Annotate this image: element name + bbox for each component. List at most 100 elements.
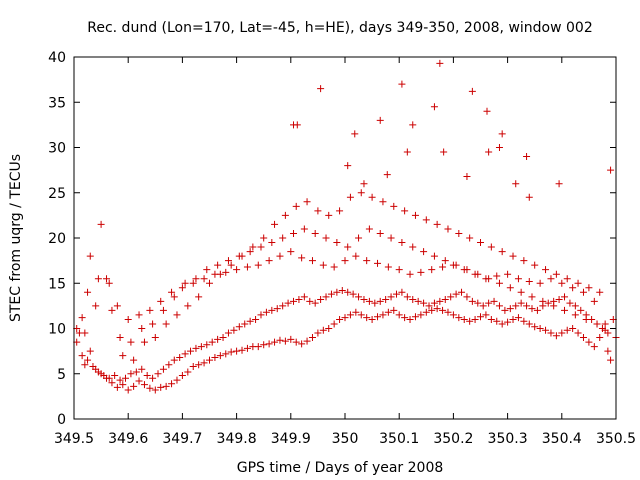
- data-point: [363, 257, 371, 265]
- data-point: [252, 315, 260, 323]
- data-point: [501, 306, 509, 314]
- data-point: [336, 207, 344, 215]
- data-point: [300, 293, 308, 301]
- data-point: [596, 288, 604, 296]
- data-point: [390, 306, 398, 314]
- data-point: [607, 356, 615, 364]
- data-point: [430, 103, 438, 111]
- data-point: [130, 356, 138, 364]
- data-point: [86, 347, 94, 355]
- data-point: [392, 290, 400, 298]
- data-point: [420, 299, 428, 307]
- y-tick-label: 15: [48, 276, 66, 292]
- data-point: [314, 329, 322, 337]
- data-point: [325, 211, 333, 219]
- data-point: [563, 326, 571, 334]
- data-point: [398, 239, 406, 247]
- data-point: [495, 279, 503, 287]
- data-point: [439, 263, 447, 271]
- data-point: [585, 284, 593, 292]
- data-point: [525, 320, 533, 328]
- y-axis-label: STEC from uqrg / TECUs: [8, 154, 24, 322]
- data-point: [173, 311, 181, 319]
- data-point: [463, 172, 471, 180]
- data-point: [579, 288, 587, 296]
- data-point: [184, 368, 192, 376]
- data-point: [227, 348, 235, 356]
- data-point: [490, 297, 498, 305]
- data-point: [268, 306, 276, 314]
- data-point: [124, 315, 132, 323]
- data-point: [135, 311, 143, 319]
- data-points: [73, 59, 620, 394]
- data-point: [200, 275, 208, 283]
- data-point: [379, 311, 387, 319]
- data-point: [525, 193, 533, 201]
- data-point: [406, 315, 414, 323]
- data-point: [281, 211, 289, 219]
- data-point: [433, 305, 441, 313]
- data-point: [533, 306, 541, 314]
- data-point: [447, 293, 455, 301]
- data-point: [311, 229, 319, 237]
- data-point: [495, 144, 503, 151]
- data-point: [219, 334, 227, 342]
- data-point: [430, 252, 438, 260]
- data-point: [558, 279, 566, 287]
- chart-title: Rec. dund (Lon=170, Lat=-45, h=HE), days…: [87, 20, 593, 36]
- data-point: [140, 338, 148, 346]
- data-point: [154, 370, 162, 378]
- data-point: [363, 314, 371, 322]
- data-point: [119, 352, 127, 360]
- data-point: [517, 299, 525, 307]
- data-point: [422, 308, 430, 316]
- data-point: [89, 363, 97, 371]
- x-tick-label: 350.1: [379, 431, 419, 447]
- data-point: [103, 275, 111, 283]
- data-point: [383, 171, 391, 179]
- data-point: [504, 270, 512, 278]
- data-point: [563, 275, 571, 283]
- data-point: [214, 335, 222, 343]
- data-point: [181, 279, 189, 287]
- data-point: [113, 383, 121, 391]
- data-point: [184, 302, 192, 310]
- data-point: [330, 263, 338, 271]
- data-point: [168, 288, 176, 296]
- data-point: [357, 311, 365, 319]
- data-point: [211, 353, 219, 361]
- data-point: [265, 257, 273, 265]
- data-point: [146, 384, 154, 392]
- data-point: [411, 313, 419, 321]
- data-point: [260, 234, 268, 242]
- x-tick-label: 350.4: [542, 431, 582, 447]
- data-point: [157, 297, 165, 305]
- data-point: [352, 308, 360, 316]
- data-point: [482, 311, 490, 319]
- data-point: [428, 266, 436, 274]
- data-point: [483, 107, 491, 115]
- x-axis-label: GPS time / Days of year 2008: [237, 460, 444, 476]
- data-point: [569, 325, 577, 332]
- y-tick-label: 25: [48, 186, 66, 202]
- data-point: [357, 189, 365, 197]
- data-point: [276, 252, 284, 260]
- data-point: [468, 297, 476, 305]
- data-point: [440, 148, 448, 156]
- data-point: [292, 338, 300, 346]
- data-point: [138, 325, 146, 332]
- data-point: [105, 374, 113, 382]
- data-point: [319, 326, 327, 334]
- data-point: [604, 347, 612, 355]
- data-point: [216, 270, 224, 278]
- data-point: [262, 308, 270, 316]
- data-point: [403, 148, 411, 156]
- data-point: [477, 239, 484, 247]
- data-point: [387, 234, 395, 242]
- y-tick-label: 30: [48, 141, 66, 157]
- data-point: [113, 302, 121, 310]
- data-point: [555, 180, 563, 188]
- data-point: [287, 335, 295, 343]
- x-tick-label: 350.5: [596, 431, 636, 447]
